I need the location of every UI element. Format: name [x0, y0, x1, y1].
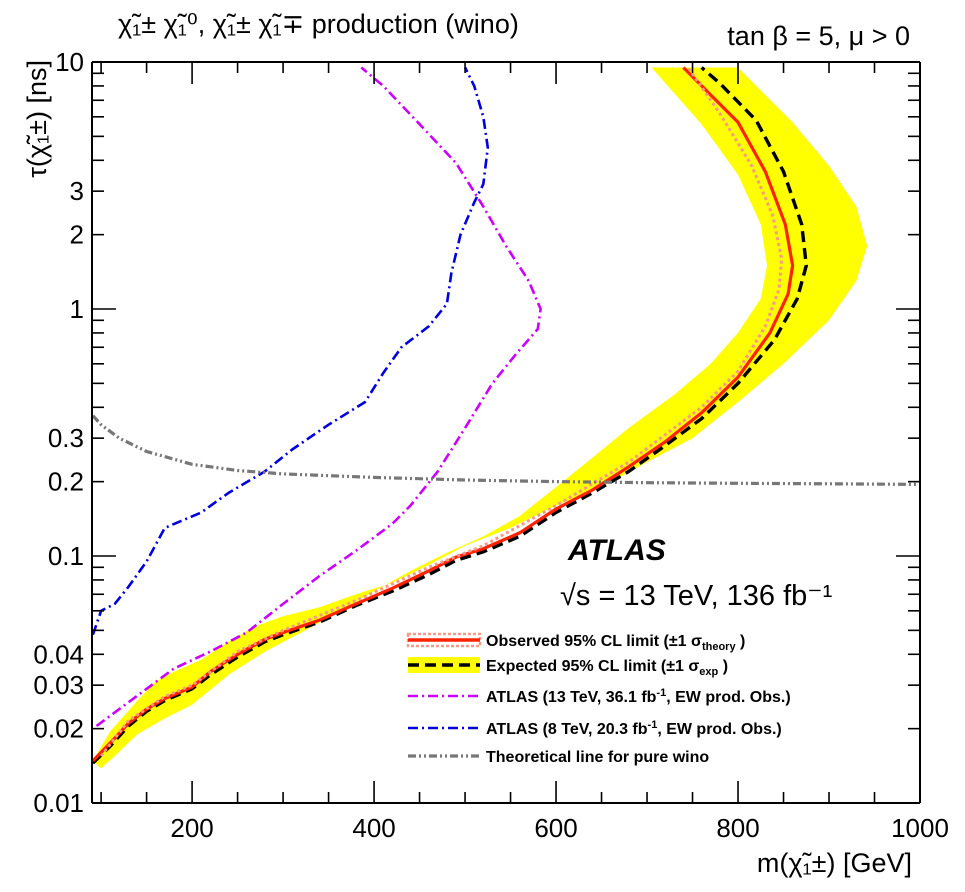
x-tick-label: 600 — [534, 813, 577, 843]
ticks: 200 400 600 800 1000 0.01 0.02 0.030.04 0.1 0.2 0.… — [33, 47, 949, 843]
y-tick-label: 3 — [70, 176, 84, 206]
legend-label-0: Observed 95% CL limit (±1 σtheory ) — [486, 633, 745, 653]
experiment-label: ATLAS — [567, 534, 666, 567]
energy-lumi-label: √s = 13 TeV, 136 fb⁻¹ — [560, 580, 833, 612]
series-line-6 — [91, 414, 921, 486]
y-tick-label: 0.02 — [33, 714, 84, 744]
series-line-1 — [91, 66, 808, 765]
x-axis-label: m(χ̃₁±) [GeV] — [757, 848, 912, 878]
x-tick-label: 800 — [716, 813, 759, 843]
band-layer — [92, 67, 868, 769]
series-line-3 — [99, 66, 784, 757]
series-lines — [91, 66, 921, 765]
x-tick-label: 1000 — [891, 813, 949, 843]
y-tick-label: 0.2 — [48, 467, 84, 497]
legend-label-3: ATLAS (8 TeV, 20.3 fb-1, EW prod. Obs.) — [486, 719, 782, 738]
y-tick-label: 2 — [70, 220, 84, 250]
y-tick-label: 0.1 — [48, 541, 84, 571]
series-line-5 — [91, 66, 490, 636]
legend: Observed 95% CL limit (±1 σtheory ) Expec… — [406, 632, 791, 766]
x-tick-label: 200 — [170, 813, 213, 843]
series-line-4 — [95, 66, 542, 728]
expected-limit-band — [92, 67, 868, 769]
legend-label-1: Expected 95% CL limit (±1 σexp ) — [486, 658, 728, 678]
y-tick-label: 0.04 — [33, 639, 84, 669]
y-tick-label: 10 — [55, 47, 84, 77]
axes — [91, 61, 921, 804]
legend-label-2: ATLAS (13 TeV, 36.1 fb-1, EW prod. Obs.) — [486, 687, 791, 706]
chart-parameters: tan β = 5, μ > 0 — [727, 21, 910, 51]
y-tick-label: 0.03 — [33, 670, 84, 700]
x-tick-label: 400 — [352, 813, 395, 843]
y-tick-label: 1 — [70, 294, 84, 324]
legend-label-4: Theoretical line for pure wino — [486, 749, 709, 766]
y-tick-label: 0.3 — [48, 423, 84, 453]
y-tick-label: 0.01 — [33, 788, 84, 818]
series-line-2 — [91, 66, 795, 763]
chart-title: χ̃₁± χ̃₁⁰, χ̃₁± χ̃₁∓ production (wino) — [118, 9, 519, 39]
y-axis-label: τ(χ̃₁±) [ns] — [22, 60, 52, 178]
